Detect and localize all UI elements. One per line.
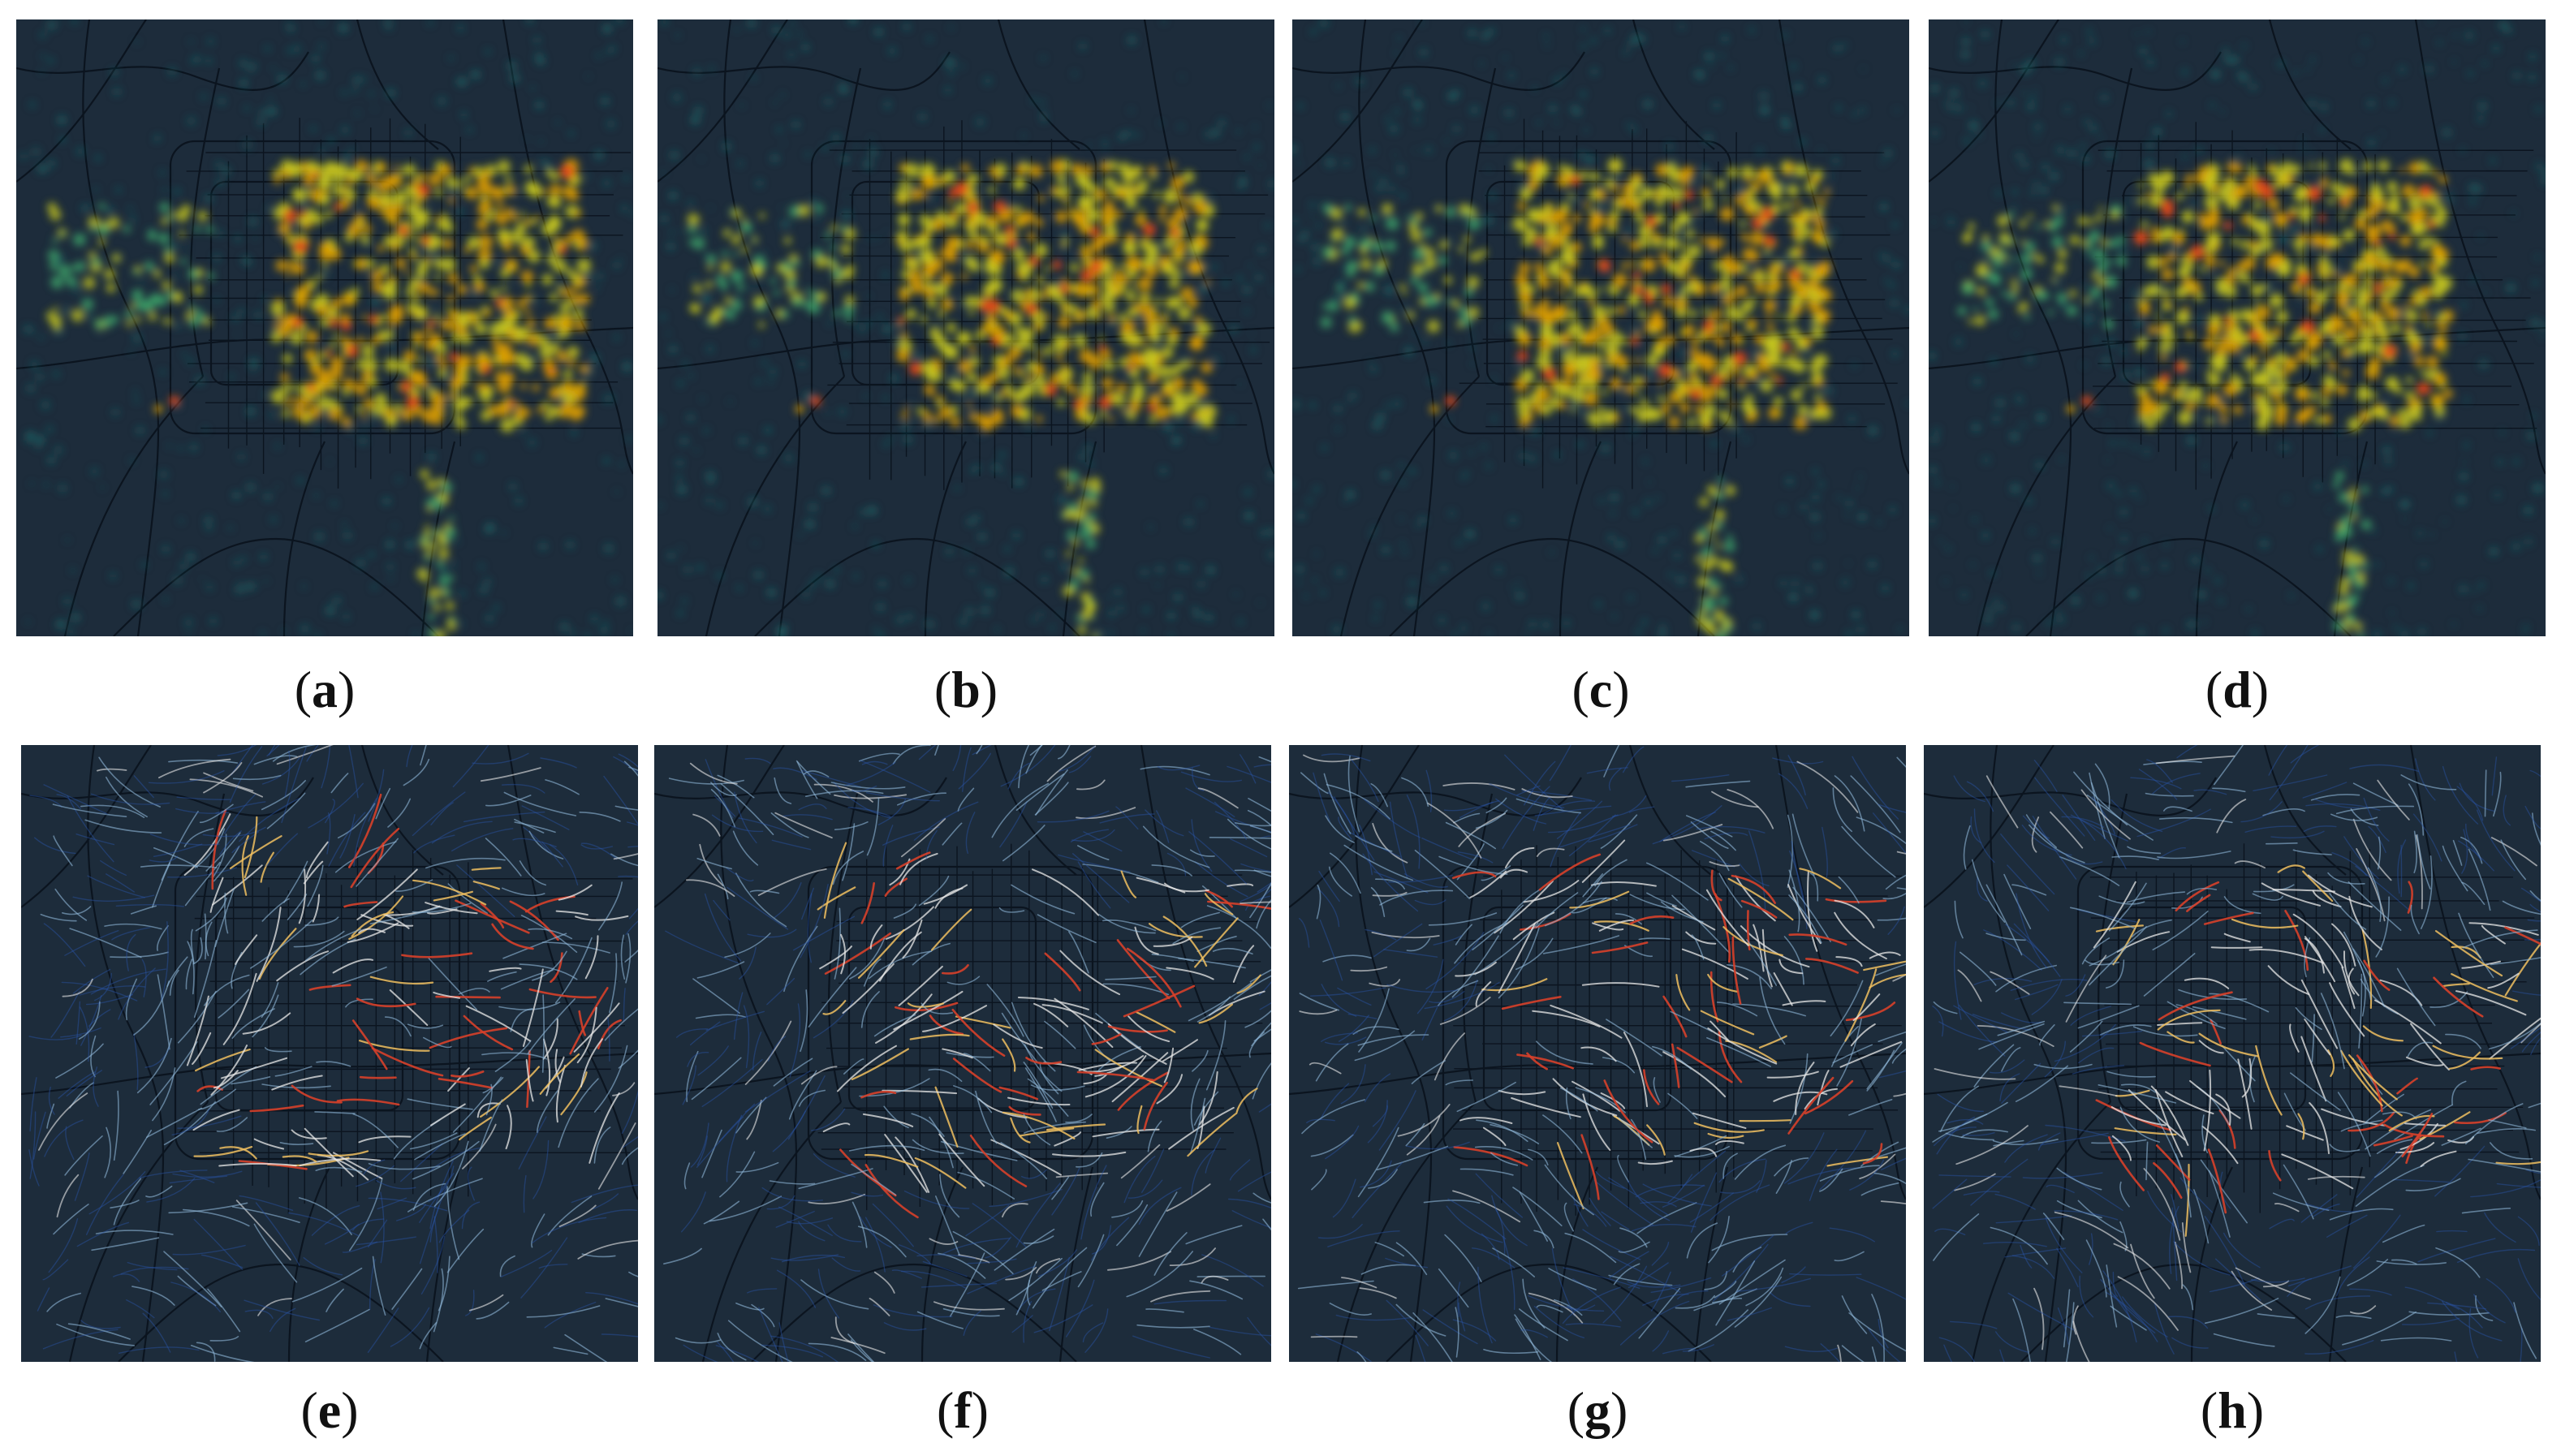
flow-g-svg <box>1289 745 1906 1362</box>
flow-f-svg <box>654 745 1271 1362</box>
panel-b-heatmap <box>657 19 1274 636</box>
caption-e: (e) <box>300 1381 359 1439</box>
panel-g-flow <box>1289 745 1906 1362</box>
road-network <box>657 19 1274 636</box>
heat-dots <box>19 19 633 636</box>
flow-lines <box>1932 745 2541 1362</box>
flow-h-svg <box>1924 745 2541 1362</box>
panel-d-heatmap <box>1929 19 2546 636</box>
road-network <box>1924 745 2541 1362</box>
caption-h: (h) <box>2200 1381 2265 1439</box>
flow-e-svg <box>21 745 638 1362</box>
heat-dots <box>657 19 1274 636</box>
road-network <box>654 745 1271 1362</box>
caption-a: (a) <box>294 661 356 718</box>
caption-b: (b) <box>933 661 998 718</box>
flow-lines <box>663 745 1271 1362</box>
panel-c-heatmap <box>1292 19 1909 636</box>
heat-dots <box>1929 19 2546 636</box>
caption-f: (f) <box>937 1381 989 1439</box>
heatmap-b-svg <box>657 19 1274 636</box>
heatmap-c-svg <box>1292 19 1909 636</box>
caption-c: (c) <box>1572 661 1630 718</box>
caption-g: (g) <box>1567 1381 1628 1439</box>
heatmap-d-svg <box>1929 19 2546 636</box>
road-network <box>1289 745 1906 1362</box>
panel-e-flow <box>21 745 638 1362</box>
panel-h-flow <box>1924 745 2541 1362</box>
flow-lines <box>28 745 638 1362</box>
panel-f-flow <box>654 745 1271 1362</box>
heatmap-a-svg <box>16 19 633 636</box>
heat-dots <box>1292 19 1909 636</box>
panel-a-heatmap <box>16 19 633 636</box>
caption-d: (d) <box>2205 661 2270 718</box>
flow-lines <box>1297 745 1906 1362</box>
